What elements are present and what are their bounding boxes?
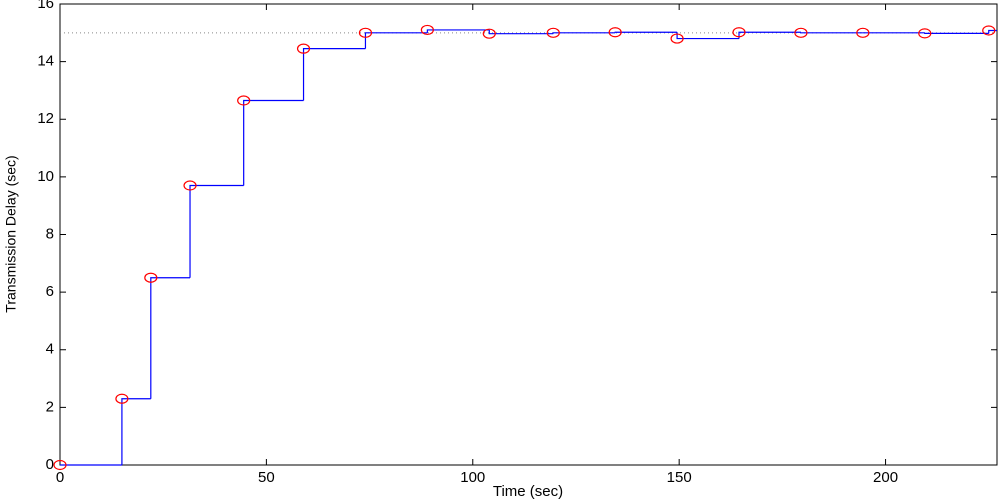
step-segment (150, 277, 191, 399)
data-point (856, 27, 870, 38)
y-axis-label: Transmission Delay (sec) (3, 155, 19, 312)
x-tick-label: 150 (667, 469, 692, 486)
step-segment (924, 32, 989, 34)
y-tick-label: 0 (46, 456, 54, 473)
data-point (115, 393, 129, 404)
y-tick-label: 6 (46, 283, 54, 300)
data-point (732, 27, 746, 38)
step-segment (364, 32, 428, 49)
y-tick-label: 10 (37, 168, 54, 185)
y-tick-label: 16 (37, 0, 54, 12)
data-point (670, 33, 684, 44)
step-segment (189, 184, 244, 278)
step-segment (552, 32, 616, 34)
data-point (918, 28, 932, 39)
data-point (358, 27, 373, 38)
data-point (546, 27, 560, 38)
step-segment (302, 48, 366, 101)
x-tick-label: 100 (460, 469, 485, 486)
data-point (982, 25, 996, 36)
data-point (237, 95, 251, 106)
data-point (296, 43, 311, 54)
x-tick-label: 200 (873, 469, 898, 486)
plot-frame (59, 3, 998, 466)
x-axis-label: Time (sec) (493, 483, 563, 500)
x-tick-label: 50 (258, 469, 275, 486)
step-segment (488, 29, 554, 35)
data-point (144, 272, 158, 283)
step-segment (243, 99, 304, 186)
step-segment (614, 31, 678, 33)
y-tick-label: 8 (46, 225, 54, 242)
x-tick-label: 0 (56, 469, 64, 486)
y-tick-label: 12 (37, 110, 54, 127)
data-point (794, 27, 808, 38)
data-point (53, 459, 67, 471)
data-point (608, 27, 622, 38)
y-tick-label: 2 (46, 398, 54, 415)
data-point (183, 180, 197, 191)
data-point (420, 24, 434, 36)
step-segment (426, 29, 490, 33)
data-point (482, 28, 496, 39)
step-segment (800, 32, 863, 34)
step-segment (121, 398, 151, 465)
y-tick-label: 14 (37, 53, 54, 70)
y-tick-label: 4 (46, 341, 54, 358)
